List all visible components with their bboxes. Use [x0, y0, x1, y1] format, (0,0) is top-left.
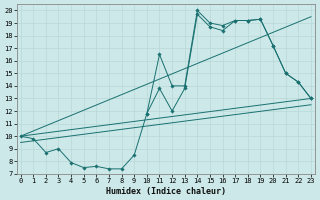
X-axis label: Humidex (Indice chaleur): Humidex (Indice chaleur): [106, 187, 226, 196]
